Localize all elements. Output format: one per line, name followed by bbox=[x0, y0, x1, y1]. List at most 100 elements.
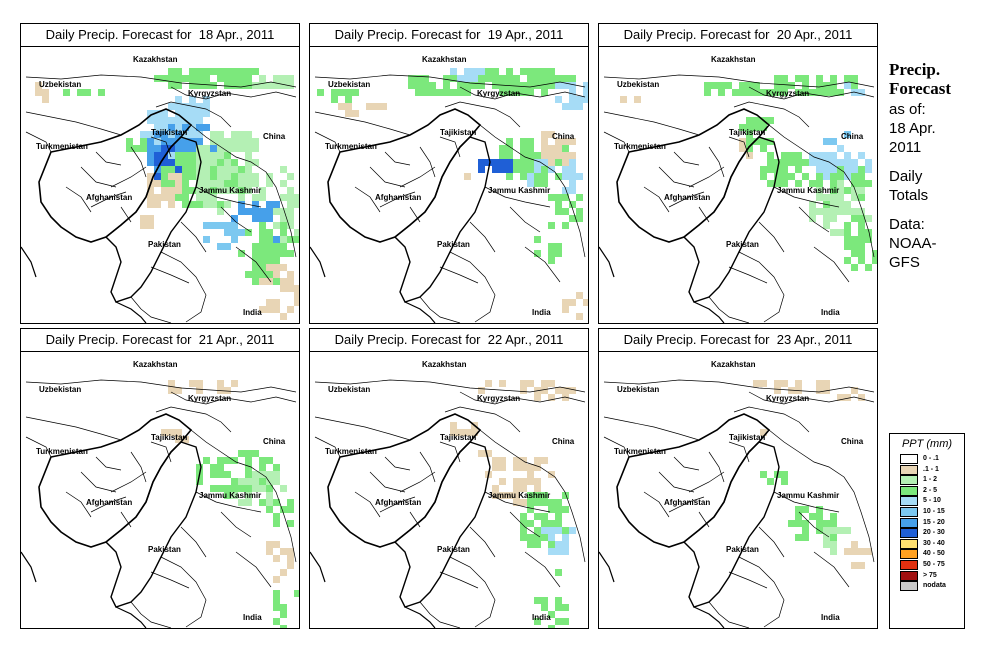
forecast-panel-4: Daily Precip. Forecast for 21 Apr., 2011… bbox=[20, 328, 300, 629]
precip-cell bbox=[224, 201, 231, 208]
precip-cell bbox=[231, 492, 238, 499]
precip-cell bbox=[767, 180, 774, 187]
precip-cell bbox=[259, 243, 266, 250]
precip-cell bbox=[858, 250, 865, 257]
admin-boundary bbox=[314, 436, 341, 458]
precip-cell bbox=[266, 499, 273, 506]
precip-cell bbox=[42, 89, 49, 96]
precip-cell bbox=[266, 215, 273, 222]
admin-boundary bbox=[524, 551, 561, 588]
precip-cell bbox=[196, 75, 203, 82]
precip-cell bbox=[203, 201, 210, 208]
admin-boundary bbox=[419, 296, 461, 323]
precip-cell bbox=[287, 250, 294, 257]
precip-cell bbox=[704, 82, 711, 89]
precip-cell bbox=[224, 457, 231, 464]
admin-boundary bbox=[708, 601, 750, 628]
precip-cell bbox=[168, 82, 175, 89]
map-label-india: India bbox=[821, 308, 840, 317]
precip-cell bbox=[809, 159, 816, 166]
precip-cell bbox=[245, 471, 252, 478]
precip-cell bbox=[746, 82, 753, 89]
precip-cell bbox=[175, 138, 182, 145]
admin-boundary bbox=[708, 146, 725, 178]
admin-boundary bbox=[728, 571, 768, 589]
precip-cell bbox=[203, 152, 210, 159]
precip-cell bbox=[266, 257, 273, 264]
precip-cell bbox=[816, 180, 823, 187]
precip-cell bbox=[872, 257, 877, 264]
admin-boundary bbox=[369, 166, 406, 188]
precip-map: Kazakhstan Uzbekistan Kyrgyzstan Tajikistan… bbox=[21, 55, 299, 323]
precip-cell bbox=[429, 89, 436, 96]
precip-cell bbox=[541, 166, 548, 173]
precip-cell bbox=[280, 611, 287, 618]
precip-cell bbox=[471, 75, 478, 82]
precip-cell bbox=[844, 166, 851, 173]
precip-cell bbox=[443, 82, 450, 89]
precip-cell bbox=[224, 222, 231, 229]
precip-cell bbox=[830, 520, 837, 527]
map-label-india: India bbox=[243, 613, 262, 622]
precip-cell bbox=[422, 75, 429, 82]
map-label-turkmenistan: Turkmenistan bbox=[36, 447, 88, 456]
legend-label: nodata bbox=[923, 582, 946, 590]
precip-cell bbox=[266, 201, 273, 208]
precip-cell bbox=[168, 68, 175, 75]
precip-cell bbox=[830, 82, 837, 89]
precip-cell bbox=[520, 499, 527, 506]
precip-cell bbox=[147, 152, 154, 159]
precip-cell bbox=[317, 89, 324, 96]
precip-cell bbox=[795, 152, 802, 159]
admin-boundary bbox=[798, 511, 830, 538]
precip-cell bbox=[84, 89, 91, 96]
precip-cell bbox=[555, 520, 562, 527]
precip-cell bbox=[147, 201, 154, 208]
precip-cell bbox=[534, 478, 541, 485]
precip-cell bbox=[203, 124, 210, 131]
precip-cell bbox=[147, 194, 154, 201]
admin-boundary bbox=[25, 111, 122, 136]
precip-cell bbox=[154, 145, 161, 152]
precip-cell bbox=[266, 506, 273, 513]
precip-cell bbox=[851, 250, 858, 257]
precip-cell bbox=[569, 299, 576, 306]
precip-cell bbox=[527, 520, 534, 527]
precip-cell bbox=[287, 278, 294, 285]
precip-cell bbox=[189, 68, 196, 75]
precip-cell bbox=[851, 208, 858, 215]
precip-cell bbox=[562, 506, 569, 513]
precip-cell bbox=[492, 159, 499, 166]
precip-cell bbox=[175, 159, 182, 166]
precip-cell bbox=[541, 82, 548, 89]
legend-item: .1 - 1 bbox=[890, 464, 964, 476]
precip-cell bbox=[224, 138, 231, 145]
map-label-kyrgyzstan: Kyrgyzstan bbox=[766, 89, 809, 98]
precip-cell bbox=[569, 187, 576, 194]
precip-cell bbox=[161, 159, 168, 166]
precip-cell bbox=[287, 215, 294, 222]
precip-cell bbox=[154, 180, 161, 187]
precip-cell bbox=[739, 82, 746, 89]
precip-cell bbox=[182, 145, 189, 152]
precip-cell bbox=[823, 138, 830, 145]
precip-cell bbox=[485, 450, 492, 457]
admin-boundary bbox=[444, 101, 521, 128]
precip-cell bbox=[203, 75, 210, 82]
precip-cell bbox=[238, 201, 245, 208]
precip-cell bbox=[534, 527, 541, 534]
precip-cell bbox=[562, 159, 569, 166]
map-label-jammu-kashmir: Jammu Kashmir bbox=[777, 491, 839, 500]
precip-cell bbox=[245, 173, 252, 180]
totals-line1: Daily bbox=[889, 168, 923, 185]
precip-cell bbox=[478, 82, 485, 89]
precip-cell bbox=[280, 222, 287, 229]
precip-cell bbox=[175, 131, 182, 138]
precip-cell bbox=[182, 75, 189, 82]
precip-cell bbox=[161, 187, 168, 194]
precip-cell bbox=[795, 520, 802, 527]
precip-cell bbox=[217, 457, 224, 464]
precip-cell bbox=[781, 173, 788, 180]
precip-cell bbox=[252, 215, 259, 222]
map-label-uzbekistan: Uzbekistan bbox=[39, 80, 81, 89]
